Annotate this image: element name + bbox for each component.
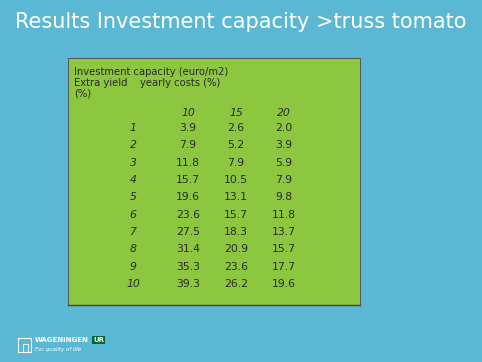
Text: 3.9: 3.9 [275,140,293,150]
Text: 2.6: 2.6 [228,123,244,133]
Text: 18.3: 18.3 [224,227,248,237]
Text: 27.5: 27.5 [176,227,200,237]
Text: 17.7: 17.7 [272,262,296,272]
Text: 10: 10 [181,108,195,118]
Text: 3.9: 3.9 [179,123,197,133]
Text: 15.7: 15.7 [224,210,248,220]
Text: Extra yield    yearly costs (%): Extra yield yearly costs (%) [74,78,220,88]
Text: 20: 20 [277,108,291,118]
Text: 15.7: 15.7 [272,244,296,254]
Text: 11.8: 11.8 [176,158,200,168]
Bar [68,58,360,305]
Text: 2.0: 2.0 [275,123,293,133]
Text: 23.6: 23.6 [224,262,248,272]
Text: 8: 8 [130,244,136,254]
Text: 5.9: 5.9 [275,158,293,168]
Text: 20.9: 20.9 [224,244,248,254]
Text: 2: 2 [130,140,136,150]
Text: 7.9: 7.9 [228,158,244,168]
Text: 15.7: 15.7 [176,175,200,185]
Text: 5.2: 5.2 [228,140,244,150]
Text: Investment capacity (euro/m2): Investment capacity (euro/m2) [74,67,228,77]
Text: 10.5: 10.5 [224,175,248,185]
Text: For quality of life: For quality of life [35,346,81,352]
Bar [23,344,28,352]
Text: 9.8: 9.8 [275,192,293,202]
Text: 35.3: 35.3 [176,262,200,272]
Text: 4: 4 [130,175,136,185]
Text: 13.1: 13.1 [224,192,248,202]
Text: Results Investment capacity >truss tomato: Results Investment capacity >truss tomat… [15,12,467,32]
Bar [18,338,31,352]
Text: UR: UR [93,337,104,343]
Text: 13.7: 13.7 [272,227,296,237]
Text: 15: 15 [229,108,243,118]
Text: 7: 7 [130,227,136,237]
Text: 39.3: 39.3 [176,279,200,289]
Text: 7.9: 7.9 [179,140,197,150]
Text: 19.6: 19.6 [176,192,200,202]
Text: 23.6: 23.6 [176,210,200,220]
Text: 1: 1 [130,123,136,133]
Text: 26.2: 26.2 [224,279,248,289]
Text: WAGENINGEN: WAGENINGEN [35,337,89,343]
Text: 7.9: 7.9 [275,175,293,185]
Text: 6: 6 [130,210,136,220]
Text: 3: 3 [130,158,136,168]
Text: 19.6: 19.6 [272,279,296,289]
Text: 10: 10 [126,279,140,289]
Text: (%): (%) [74,89,91,99]
Text: 9: 9 [130,262,136,272]
Text: 5: 5 [130,192,136,202]
Text: 31.4: 31.4 [176,244,200,254]
Text: 11.8: 11.8 [272,210,296,220]
